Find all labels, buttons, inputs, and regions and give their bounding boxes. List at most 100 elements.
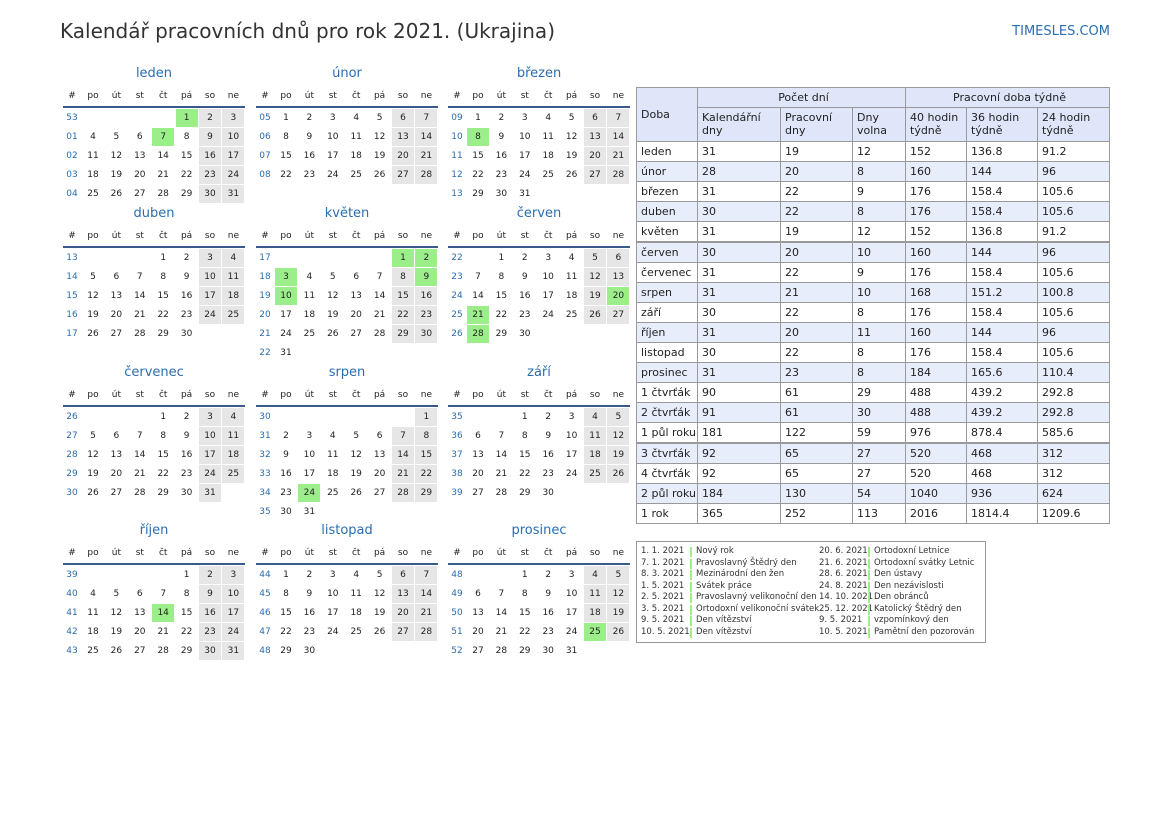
table-cell: 96	[1037, 241, 1110, 263]
day: 20	[392, 147, 414, 165]
weekday-header: so	[589, 390, 601, 400]
day: 4	[545, 113, 552, 123]
table-cell: 8	[852, 201, 906, 223]
page-title: Kalendář pracovních dnů pro rok 2021. (U…	[60, 19, 555, 43]
month-rule	[448, 563, 630, 565]
day: 12	[327, 291, 339, 301]
day: 19	[110, 170, 123, 180]
table-cell: 19	[780, 141, 853, 163]
week-number: 37	[451, 450, 463, 460]
weekday-header: #	[68, 390, 76, 400]
day: 20	[472, 469, 484, 479]
week-number: 26	[66, 412, 78, 422]
day: 19	[584, 287, 606, 305]
day: 31	[222, 642, 245, 660]
day: 17	[519, 151, 531, 161]
day: 10	[542, 272, 554, 282]
day: 26	[584, 306, 606, 324]
holiday-date: 3. 5. 2021	[641, 603, 685, 614]
day: 16	[303, 608, 316, 618]
weekday-header: st	[135, 548, 144, 558]
day: 19	[607, 604, 630, 622]
row-label: únor	[636, 161, 698, 183]
day: 30	[180, 329, 193, 339]
table-cell: 96	[1037, 321, 1110, 343]
week-number: 07	[259, 151, 271, 161]
table-cell: 31	[697, 141, 781, 163]
week-number: 45	[259, 589, 271, 599]
day: 23	[495, 170, 508, 180]
day: 19	[87, 469, 99, 479]
weekday-header: po	[280, 390, 292, 400]
day: 22	[519, 627, 531, 637]
day: 6	[392, 109, 414, 127]
day: 27	[392, 166, 414, 184]
weekday-header: út	[111, 548, 121, 558]
day: 14	[152, 604, 175, 622]
weekday-header: po	[87, 548, 99, 558]
table-cell: 31	[697, 181, 781, 203]
day: 16	[542, 608, 554, 618]
table-cell: 23	[780, 362, 853, 384]
day: 25	[222, 465, 245, 483]
day: 10	[565, 589, 578, 599]
day: 5	[376, 570, 383, 580]
holiday-date: 7. 1. 2021	[641, 557, 685, 568]
day: 6	[584, 109, 606, 127]
row-label: 1 čtvrťák	[636, 382, 698, 404]
day: 24	[222, 166, 245, 184]
weekday-header: #	[68, 548, 76, 558]
day: 26	[350, 488, 362, 498]
row-label: červen	[636, 241, 698, 263]
day: 24	[327, 627, 339, 637]
holiday-date: 9. 5. 2021	[641, 615, 685, 625]
holiday-name: Den obránců	[874, 592, 929, 602]
day: 28	[373, 329, 386, 339]
weekday-header: st	[135, 231, 144, 241]
day: 4	[584, 566, 606, 584]
week-number: 19	[259, 291, 271, 301]
day: 13	[584, 128, 606, 146]
weekday-header: so	[589, 91, 601, 101]
day: 20	[373, 469, 386, 479]
brand[interactable]: TIMESLES.COM	[1012, 24, 1110, 39]
day: 21	[607, 147, 630, 165]
table-cell: 9	[852, 261, 906, 283]
table-cell: 176	[905, 201, 967, 223]
weekday-header: so	[204, 231, 216, 241]
day: 11	[222, 268, 245, 286]
table-cell: 22	[780, 181, 853, 203]
table-column-header: Pracovní dny	[780, 107, 853, 142]
day: 18	[303, 310, 316, 320]
weekday-header: po	[280, 91, 292, 101]
day: 15	[157, 450, 169, 460]
table-cell: 31	[697, 221, 781, 243]
table-cell: 19	[780, 221, 853, 243]
day: 24	[542, 310, 554, 320]
table-column-header: 40 hodin týdně	[905, 107, 967, 142]
holiday-name: Nový rok	[696, 546, 734, 556]
day: 9	[545, 589, 552, 599]
holiday-bar	[690, 593, 692, 603]
row-label: leden	[636, 141, 698, 163]
table-cell: 21	[780, 281, 853, 303]
table-cell: 105.6	[1037, 301, 1110, 323]
day: 24	[565, 469, 578, 479]
day: 5	[329, 272, 336, 282]
table-column-header: 24 hodin týdně	[1037, 107, 1110, 142]
day: 20	[110, 310, 123, 320]
table-cell: 158.4	[966, 301, 1038, 323]
month-rule	[448, 246, 630, 248]
weekday-header: čt	[351, 91, 361, 101]
table-cell: 61	[780, 382, 853, 404]
row-label: 3 čtvrťák	[636, 442, 698, 464]
table-cell: 365	[697, 502, 781, 524]
weekday-header: #	[261, 390, 269, 400]
weekday-header: po	[87, 231, 99, 241]
day: 12	[87, 450, 99, 460]
day: 25	[303, 329, 316, 339]
day: 8	[415, 427, 438, 445]
table-cell: 144	[966, 321, 1038, 343]
day: 20	[350, 310, 362, 320]
day: 2	[183, 253, 190, 263]
